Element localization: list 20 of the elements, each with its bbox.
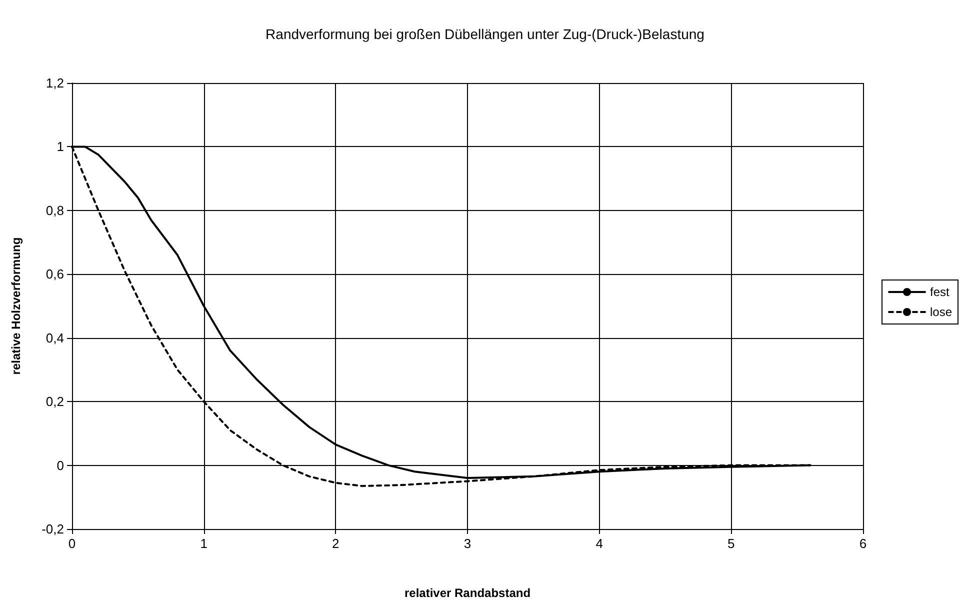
y-tick-label: -0,2 <box>42 522 64 536</box>
y-tick-label: 0,6 <box>46 266 64 282</box>
legend-label: lose <box>930 305 952 319</box>
x-tick-label: 5 <box>728 536 735 551</box>
chart-title: Randverformung bei großen Dübellängen unter Zug-(Druck-)Belastung <box>266 26 704 42</box>
x-axis-title: relativer Randabstand <box>404 586 531 600</box>
x-tick-label: 1 <box>200 536 208 551</box>
x-tick-label: 4 <box>596 536 603 551</box>
y-axis-title: relative Holzverformung <box>9 237 23 375</box>
y-tick-label: 0 <box>56 458 64 473</box>
y-tick-label: 1 <box>56 139 64 154</box>
y-tick-label: 0,2 <box>46 394 64 410</box>
legend-label: fest <box>930 285 950 299</box>
y-tick-label: 0,8 <box>46 202 64 218</box>
x-tick-label: 3 <box>464 536 472 551</box>
x-tick-label: 0 <box>68 536 76 551</box>
y-tick-label: 1,2 <box>46 76 64 90</box>
x-tick-label: 6 <box>859 536 867 551</box>
x-tick-label: 2 <box>332 536 340 551</box>
y-tick-label: 0,4 <box>46 330 64 346</box>
